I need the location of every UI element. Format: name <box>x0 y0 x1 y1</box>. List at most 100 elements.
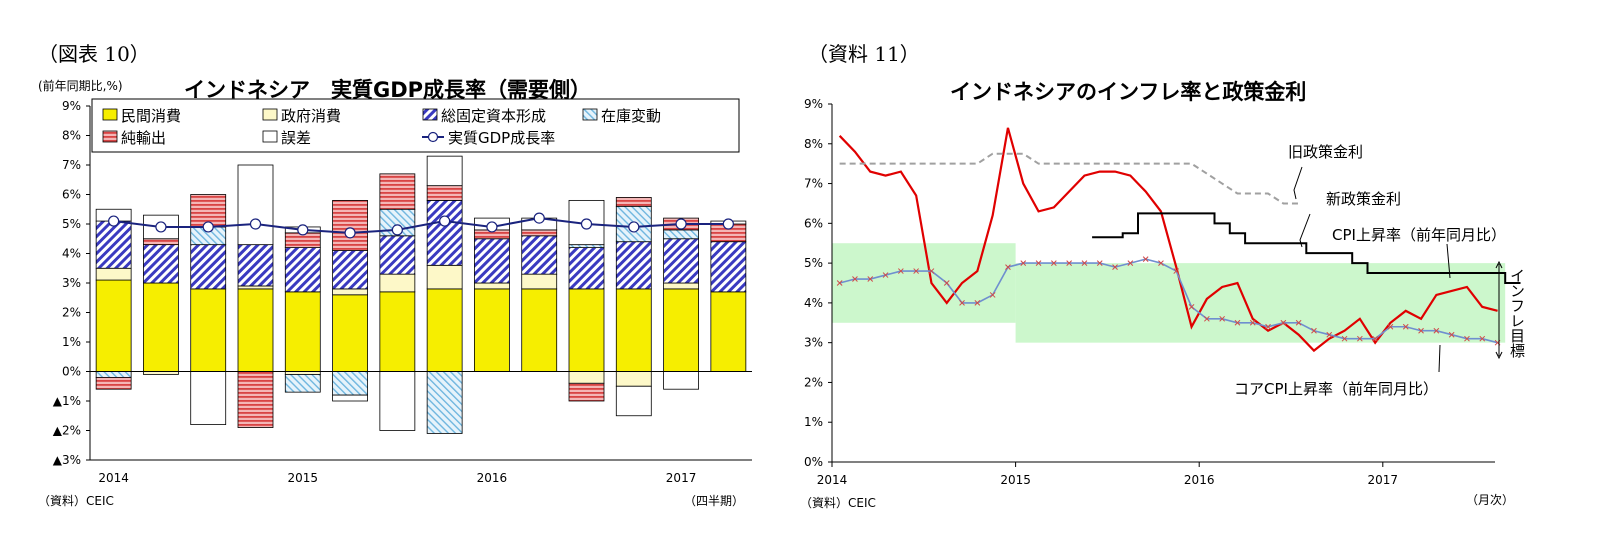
left-x-tick-label: 2016 <box>477 471 508 485</box>
right-y-tick-label: 7% <box>804 177 823 191</box>
gdp-point <box>628 221 640 233</box>
bar-gfcf <box>426 199 463 266</box>
core-cpi-marker <box>1356 335 1363 342</box>
legend-private-label: 民間消費 <box>121 107 182 125</box>
left-x-tick-label: 2015 <box>288 471 319 485</box>
bar-gfcf <box>710 241 747 293</box>
target-arrow-bottom <box>1495 351 1503 360</box>
new-policy-rate-line <box>1092 212 1521 284</box>
legend-gfcf-swatch <box>422 108 438 121</box>
target-arrow-top <box>1495 260 1503 269</box>
bar-discrepancy <box>379 371 416 431</box>
arrow-cpi <box>1446 243 1451 279</box>
gdp-point <box>722 218 734 230</box>
annotation-arrows <box>1293 166 1503 373</box>
core-cpi-marker <box>1464 335 1470 342</box>
bar-private <box>474 288 510 372</box>
bar-private <box>237 288 274 372</box>
right-x-tick-label: 2014 <box>817 473 848 487</box>
core-cpi-marker <box>1418 327 1424 334</box>
right-y-tick-label: 0% <box>804 455 823 469</box>
left-x-tick-label: 2017 <box>666 471 697 485</box>
gdp-point <box>391 224 403 236</box>
bar-inventory <box>426 371 463 434</box>
left-chart-title: インドネシア 実質GDP成長率（需要側） <box>184 78 592 102</box>
left-period-note: （四半期） <box>684 494 745 508</box>
left-y-tick-label: 6% <box>62 188 81 202</box>
core-cpi-marker <box>1265 323 1271 330</box>
bar-inventory <box>284 374 321 393</box>
core-cpi-marker <box>928 268 935 274</box>
core-cpi-marker <box>989 292 996 298</box>
core-cpi-marker <box>1295 319 1302 326</box>
annotation-core-cpi: コアCPI上昇率（前年同月比） <box>1234 380 1438 398</box>
right-y-tick-label: 9% <box>804 97 823 111</box>
bar-private <box>332 294 368 372</box>
left-source: （資料）CEIC <box>38 494 114 508</box>
bar-net-exports <box>95 376 132 390</box>
bar-discrepancy <box>237 164 274 246</box>
legend-private-swatch <box>102 108 118 121</box>
legend-net-exports-swatch <box>102 130 118 143</box>
left-y-tick-label: ▲2% <box>53 424 81 438</box>
legend-government-swatch <box>262 108 278 121</box>
core-cpi-marker <box>836 280 843 286</box>
bar-gfcf <box>568 247 605 290</box>
core-cpi-marker <box>867 276 874 282</box>
inflation-target-band <box>1015 263 1506 343</box>
inflation-target-band <box>832 243 1016 323</box>
core-cpi-marker <box>974 300 981 306</box>
bar-private <box>95 279 132 372</box>
right-period-note: （月次） <box>1466 493 1515 507</box>
bar-gfcf <box>663 238 699 284</box>
core-cpi-marker <box>1280 319 1287 326</box>
left-y-tick-label: 3% <box>62 276 81 290</box>
gdp-growth-line <box>113 217 729 234</box>
bar-private <box>663 288 699 372</box>
left-y-tick-label: 0% <box>62 365 81 379</box>
bar-net-exports <box>568 382 605 402</box>
core-cpi-marker <box>913 268 920 274</box>
right-x-tick-label: 2016 <box>1184 473 1215 487</box>
right-y-tick-label: 2% <box>804 375 823 389</box>
core-cpi-marker <box>1112 264 1118 270</box>
annotation-cpi: CPI上昇率（前年同月比） <box>1332 226 1506 244</box>
bar-private <box>284 291 321 372</box>
left-y-tick-label: 8% <box>62 129 81 143</box>
legend-gdp-label: 実質GDP成長率 <box>448 129 556 147</box>
core-cpi-marker <box>1066 260 1073 266</box>
bar-gfcf <box>332 250 368 290</box>
core-cpi-marker <box>1203 315 1210 322</box>
legend-gfcf-label: 総固定資本形成 <box>441 107 547 125</box>
bar-gfcf <box>379 235 416 275</box>
right-chart-title: インドネシアのインフレ率と政策金利 <box>950 80 1307 104</box>
left-x-tick-label: 2014 <box>98 471 129 485</box>
left-y-tick-label: 1% <box>62 335 81 349</box>
bar-discrepancy <box>332 394 368 402</box>
bar-discrepancy <box>190 371 227 425</box>
left-y-tick-label: 5% <box>62 217 81 231</box>
left-y-tick-label: ▲1% <box>53 394 81 408</box>
legend-discrepancy-label: 誤差 <box>281 129 312 147</box>
core-cpi-marker <box>1326 331 1333 338</box>
gdp-point <box>344 227 356 239</box>
right-source: （資料）CEIC <box>800 496 876 510</box>
core-cpi-marker <box>1081 260 1088 266</box>
left-y-tick-label: 4% <box>62 247 81 261</box>
old-policy-rate-line <box>839 152 1299 205</box>
left-figure-label: （図表 10） <box>38 42 150 66</box>
arrow-old-policy <box>1293 166 1303 200</box>
core-cpi-marker <box>943 280 950 286</box>
right-x-tick-label: 2017 <box>1368 473 1399 487</box>
core-cpi-marker <box>1433 327 1440 334</box>
legend-inventory-swatch <box>582 108 598 121</box>
core-cpi-marker <box>1005 264 1011 270</box>
legend-net-exports-label: 純輸出 <box>121 129 167 147</box>
bar-discrepancy <box>615 385 652 417</box>
core-cpi-marker <box>852 276 858 282</box>
core-cpi-marker <box>1402 323 1409 330</box>
left-chart: 9% 8% 7% 6% 5% 4% 3% 2% 1% 0% ▲1% ▲2% ▲3% 2014 2015 201… <box>53 98 752 485</box>
annotation-old-policy-rate: 旧政策金利 <box>1288 143 1364 161</box>
core-cpi-marker <box>1127 260 1134 266</box>
